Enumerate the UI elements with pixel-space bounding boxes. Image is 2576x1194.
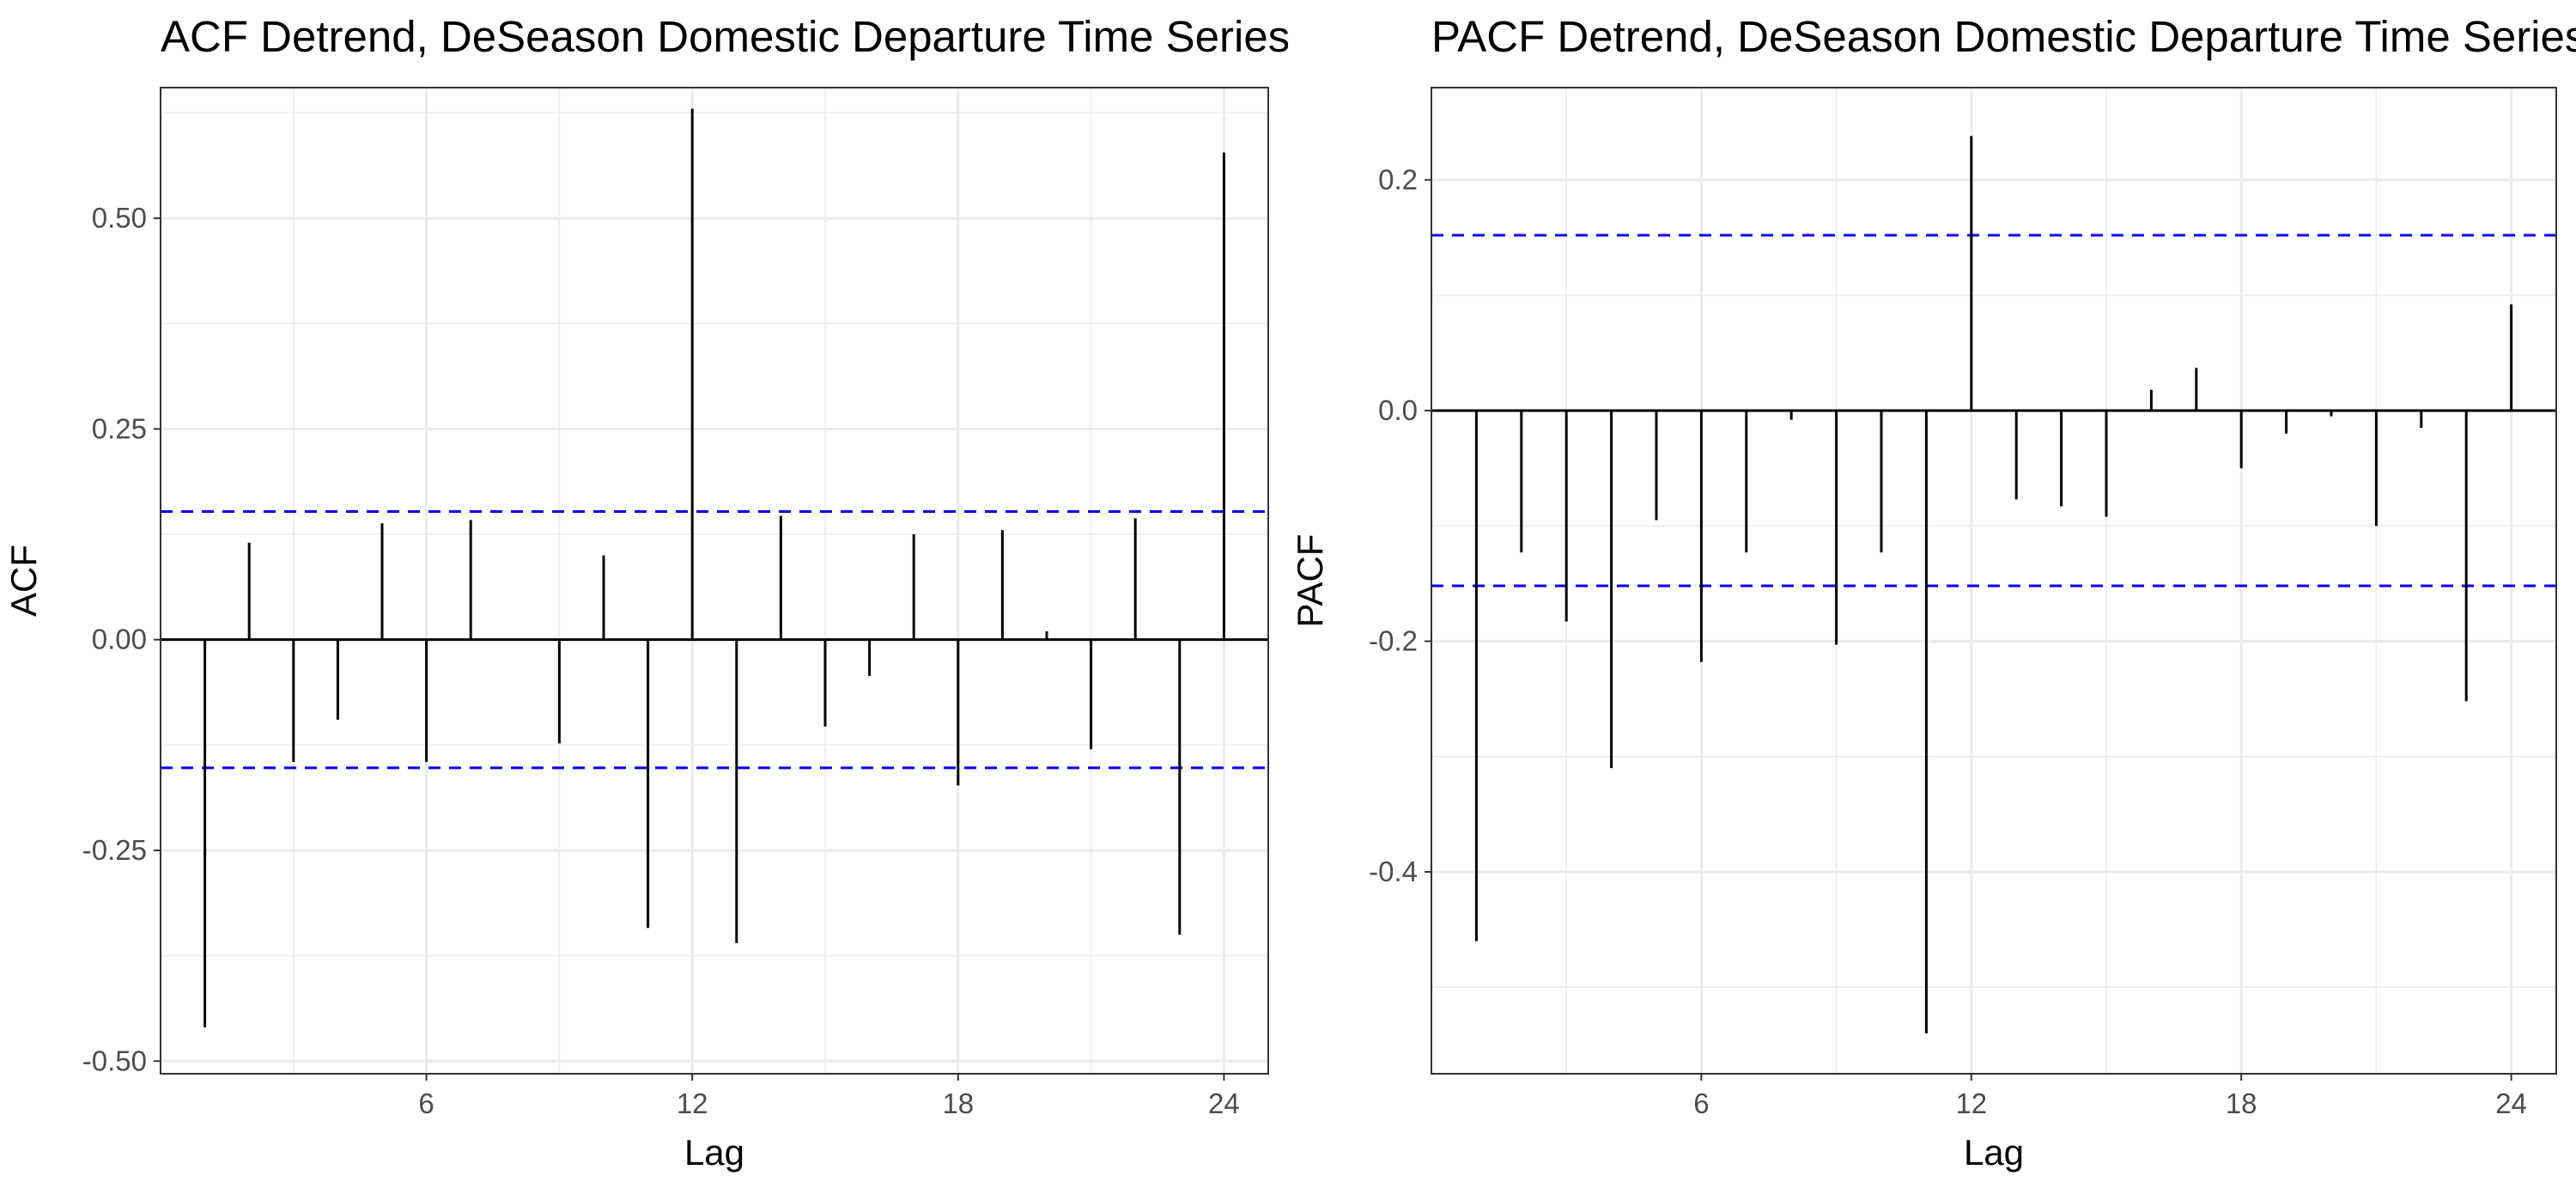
pacf-y-tick-label: -0.4 xyxy=(1369,856,1418,887)
pacf-panel: -0.4 -0.2 0.0 0.2 6 12 18 24 Lag PACF PACF Detrend… xyxy=(1290,12,2576,1173)
acf-y-tick-label: -0.50 xyxy=(82,1045,147,1076)
pacf-x-tick-label: 12 xyxy=(1955,1087,1987,1119)
pacf-x-tick-label: 18 xyxy=(2226,1087,2257,1119)
pacf-chart-title: PACF Detrend, DeSeason Domestic Departur… xyxy=(1431,12,2576,61)
acf-x-tick-label: 6 xyxy=(418,1087,434,1119)
acf-y-tick-label: 0.50 xyxy=(92,202,147,234)
pacf-y-axis-title: PACF xyxy=(1290,534,1330,628)
pacf-y-tick-label: 0.0 xyxy=(1378,394,1418,426)
acf-y-tick-label: 0.25 xyxy=(92,412,147,444)
acf-x-tick-label: 24 xyxy=(1208,1087,1240,1119)
acf-y-tick-label: 0.00 xyxy=(92,624,147,655)
acf-y-axis-title: ACF xyxy=(3,545,44,617)
acf-x-tick-label: 12 xyxy=(677,1087,708,1119)
acf-plot-background xyxy=(161,88,1268,1074)
pacf-x-tick-label: 24 xyxy=(2495,1087,2527,1119)
acf-x-tick-label: 18 xyxy=(942,1087,974,1119)
pacf-x-tick-label: 6 xyxy=(1693,1087,1709,1119)
acf-panel-border xyxy=(160,87,1269,1075)
pacf-y-tick-label: 0.2 xyxy=(1378,163,1418,195)
pacf-panel-border xyxy=(1431,87,2557,1075)
pacf-y-tick-label: -0.2 xyxy=(1369,624,1418,656)
pacf-plot-background xyxy=(1431,88,2556,1074)
acf-panel: -0.50 -0.25 0.00 0.25 0.50 6 12 18 24 Lag ACF ACF D… xyxy=(3,12,1290,1173)
pacf-x-axis-title: Lag xyxy=(1964,1132,2024,1173)
acf-x-axis-title: Lag xyxy=(684,1132,744,1173)
acf-y-tick-label: -0.25 xyxy=(82,834,147,866)
acf-chart-title: ACF Detrend, DeSeason Domestic Departure… xyxy=(161,12,1290,61)
